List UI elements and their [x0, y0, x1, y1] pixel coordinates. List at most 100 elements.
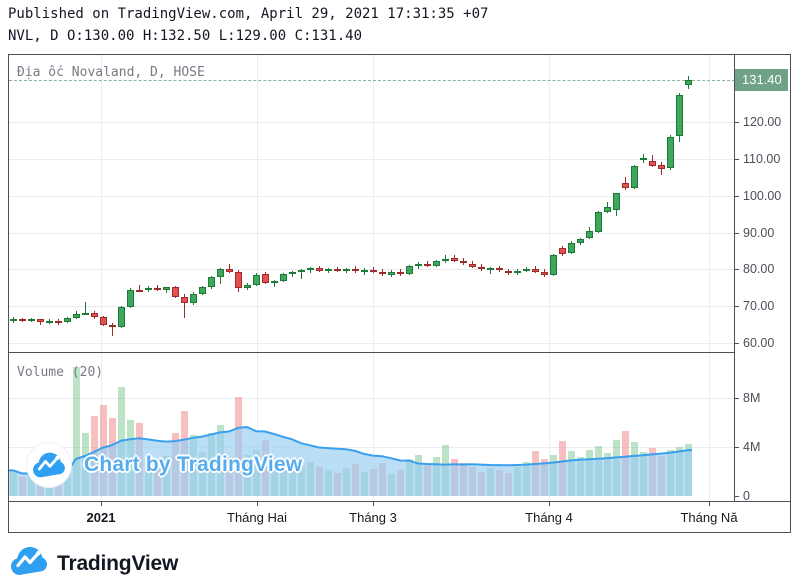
vertical-gridline — [257, 353, 258, 501]
price-axis-tick — [735, 232, 739, 234]
volume-pane[interactable]: Volume (20) Chart by TradingView — [9, 353, 735, 501]
candle-up — [514, 270, 521, 274]
horizontal-gridline — [9, 398, 734, 400]
candle-up — [550, 254, 557, 276]
price-tick-label: 120.00 — [743, 115, 782, 130]
price-tick-label: 80.00 — [743, 262, 775, 277]
candle-up — [217, 269, 224, 278]
footer-brand[interactable]: TradingView — [10, 544, 178, 583]
time-axis[interactable]: 2021 Tháng Hai Tháng 3 Tháng 4 Tháng Nă — [9, 501, 790, 532]
horizontal-gridline — [9, 195, 734, 197]
candle-down — [397, 272, 404, 275]
candle-up — [586, 231, 593, 239]
watermark[interactable]: Chart by TradingView — [27, 443, 302, 487]
volume-ma-area — [9, 425, 692, 496]
candle-up — [631, 166, 638, 188]
candle-up — [325, 269, 332, 271]
price-axis-tick — [735, 269, 739, 271]
watermark-text: Chart by TradingView — [84, 453, 303, 476]
price-tick-label: 70.00 — [743, 299, 775, 314]
candle-up — [613, 193, 620, 210]
candle-up — [523, 268, 530, 271]
candle-up — [244, 285, 251, 289]
chart-frame: Địa ốc Novaland, D, HOSE Volume (20) Cha… — [8, 54, 791, 533]
vertical-gridline — [549, 55, 550, 352]
price-axis-tick — [735, 122, 739, 124]
candle-up — [271, 281, 278, 284]
candle-wick — [454, 254, 455, 263]
candle-down — [334, 269, 341, 271]
candle-up — [415, 263, 422, 267]
last-price-badge: 131.40 — [735, 69, 788, 91]
vertical-gridline — [101, 55, 102, 352]
candle-up — [280, 274, 287, 282]
candle-wick — [112, 323, 113, 336]
volume-tick-label: 8M — [743, 391, 761, 406]
candle-down — [352, 268, 359, 272]
candle-down — [451, 258, 458, 261]
last-price-line — [9, 80, 734, 81]
candle-down — [460, 260, 467, 264]
candle-up — [568, 242, 575, 253]
published-line: Published on TradingView.com, April 29, … — [8, 6, 489, 22]
time-tick-label: 2021 — [86, 510, 116, 525]
candle-up — [10, 318, 17, 321]
candle-up — [118, 306, 125, 328]
price-pane[interactable]: Địa ốc Novaland, D, HOSE — [9, 55, 735, 353]
time-tick-label: Tháng 4 — [525, 510, 573, 525]
candle-down — [622, 182, 629, 189]
chart-title: Địa ốc Novaland, D, HOSE — [17, 65, 205, 80]
tradingview-cloud-icon — [27, 443, 71, 487]
candle-up — [406, 266, 413, 275]
candle-wick — [184, 294, 185, 319]
time-axis-tick — [709, 502, 710, 506]
candle-wick — [229, 264, 230, 273]
candle-up — [73, 313, 80, 318]
candle-up — [442, 259, 449, 262]
candle-down — [478, 266, 485, 270]
price-axis-tick — [735, 306, 739, 308]
candle-down — [154, 287, 161, 290]
candle-down — [109, 324, 116, 328]
candle-down — [370, 269, 377, 272]
candle-up — [199, 287, 206, 294]
time-tick-label: Tháng 3 — [349, 510, 397, 525]
candle-up — [640, 157, 647, 161]
candle-wick — [139, 284, 140, 292]
candle-down — [379, 271, 386, 275]
candle-up — [388, 272, 395, 275]
candle-down — [226, 269, 233, 272]
candle-wick — [364, 268, 365, 276]
candle-up — [127, 289, 134, 307]
candle-down — [424, 263, 431, 266]
candle-down — [559, 248, 566, 254]
candle-down — [19, 318, 26, 321]
candle-up — [676, 94, 683, 137]
candle-wick — [292, 271, 293, 278]
candle-wick — [166, 286, 167, 293]
candle-up — [298, 270, 305, 273]
candle-down — [649, 160, 656, 166]
candle-down — [100, 317, 107, 325]
vertical-gridline — [709, 353, 710, 501]
candle-wick — [274, 279, 275, 288]
horizontal-gridline — [9, 447, 734, 449]
vertical-gridline — [257, 55, 258, 352]
candle-down — [181, 296, 188, 303]
price-axis[interactable]: 131.40 120.00 110.00 100.00 90.00 80.00 70.00… — [735, 55, 790, 503]
symbol-ohlc-line: NVL, D O:130.00 H:132.50 L:129.00 C:131.… — [8, 28, 363, 44]
candle-up — [82, 312, 89, 315]
candle-down — [235, 271, 242, 289]
candle-up — [604, 207, 611, 212]
time-axis-tick — [101, 502, 102, 506]
volume-axis-tick — [735, 447, 739, 449]
candle-down — [532, 268, 539, 272]
price-tick-label: 100.00 — [743, 188, 782, 203]
candle-up — [64, 318, 71, 322]
candle-up — [145, 287, 152, 291]
vertical-gridline — [373, 55, 374, 352]
candle-up — [163, 287, 170, 290]
volume-axis-tick — [735, 496, 739, 497]
volume-tick-label: 4M — [743, 440, 761, 455]
candle-down — [37, 319, 44, 323]
